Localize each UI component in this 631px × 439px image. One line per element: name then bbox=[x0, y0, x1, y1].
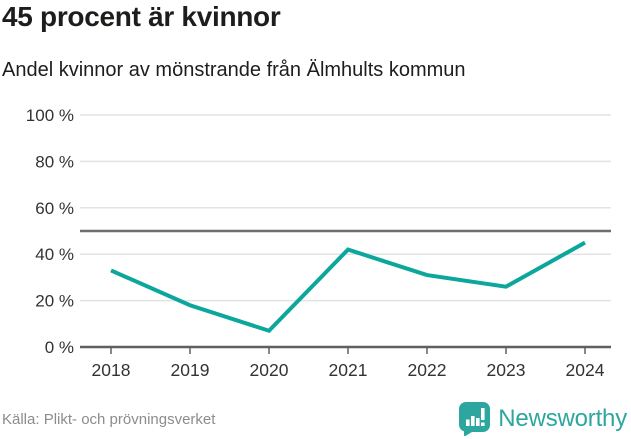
x-tick-label: 2023 bbox=[487, 360, 526, 380]
y-tick-label: 60 % bbox=[35, 199, 74, 218]
x-tick-label: 2018 bbox=[92, 360, 131, 380]
newsworthy-bubble-chart-icon bbox=[459, 402, 491, 436]
y-tick-label: 80 % bbox=[35, 152, 74, 171]
y-tick-label: 20 % bbox=[35, 292, 74, 311]
data-line bbox=[110, 240, 586, 334]
x-tick-label: 2019 bbox=[171, 360, 210, 380]
x-tick-label: 2024 bbox=[566, 360, 605, 380]
line-chart: 0 % 20 % 40 % 60 % 80 % 100 % 2018 2019 2020 2021… bbox=[0, 100, 631, 395]
chart-subtitle: Andel kvinnor av mönstrande från Älmhult… bbox=[2, 59, 466, 81]
x-tick-label: 2021 bbox=[329, 360, 368, 380]
y-tick-label: 0 % bbox=[45, 338, 74, 357]
newsworthy-wordmark: Newsworthy bbox=[498, 405, 627, 432]
x-tick-label: 2020 bbox=[250, 360, 289, 380]
line-chart-canvas: 0 % 20 % 40 % 60 % 80 % 100 % 2018 2019 2020 2021… bbox=[26, 106, 611, 380]
source-note: Källa: Plikt- och prövningsverket bbox=[2, 411, 216, 428]
y-tick-label: 40 % bbox=[35, 245, 74, 264]
newsworthy-logo: Newsworthy bbox=[459, 402, 627, 436]
x-tick-label: 2022 bbox=[408, 360, 447, 380]
y-tick-label: 100 % bbox=[26, 106, 74, 125]
page-title: 45 procent är kvinnor bbox=[2, 1, 281, 32]
